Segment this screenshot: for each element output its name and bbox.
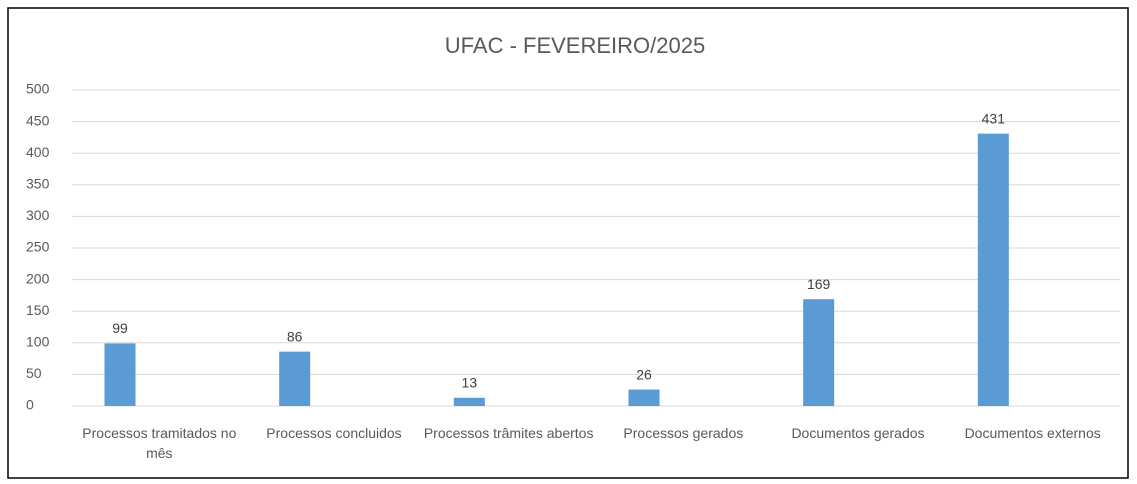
y-tick-label: 100 — [26, 334, 50, 350]
y-tick-label: 150 — [26, 302, 50, 318]
y-tick-label: 200 — [26, 270, 50, 286]
y-tick-label: 400 — [26, 144, 50, 160]
data-label: 26 — [636, 366, 652, 382]
data-label: 13 — [462, 374, 478, 390]
bar — [104, 343, 136, 406]
y-tick-label: 0 — [26, 397, 34, 413]
bar — [977, 133, 1009, 406]
y-tick-label: 300 — [26, 207, 50, 223]
data-label: 99 — [112, 320, 128, 336]
data-label: 86 — [287, 328, 303, 344]
bar — [279, 351, 311, 406]
bar — [628, 389, 660, 406]
chart-title: UFAC - FEVEREIRO/2025 — [445, 33, 705, 58]
data-label: 431 — [982, 110, 1006, 126]
chart-border — [7, 7, 1129, 479]
y-tick-label: 500 — [26, 81, 50, 97]
x-tick-label: Processos concluidos — [266, 425, 402, 441]
y-tick-label: 50 — [26, 365, 42, 381]
data-label: 169 — [807, 276, 831, 292]
y-tick-label: 450 — [26, 112, 50, 128]
x-tick-label: Documentos gerados — [791, 425, 925, 441]
bar — [453, 397, 485, 406]
y-tick-label: 250 — [26, 239, 50, 255]
x-tick-label: Processos gerados — [623, 425, 744, 441]
y-tick-label: 350 — [26, 176, 50, 192]
x-tick-label: Processos tramitados no mês — [82, 425, 237, 461]
x-tick-label: Documentos externos — [964, 425, 1101, 441]
bar — [803, 299, 835, 406]
x-tick-label: Processos trâmites abertos — [423, 425, 594, 441]
